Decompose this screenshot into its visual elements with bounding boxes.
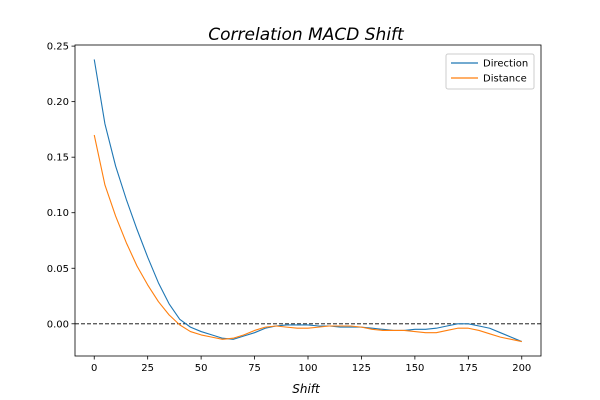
y-tick-label: 0.15 bbox=[47, 153, 69, 164]
x-tick-label: 150 bbox=[405, 363, 424, 374]
legend: Direction Distance bbox=[445, 53, 535, 90]
y-tick-label: 0.20 bbox=[47, 97, 69, 108]
x-tick-label: 75 bbox=[248, 363, 261, 374]
x-tick-label: 200 bbox=[512, 363, 531, 374]
x-tick-label: 0 bbox=[91, 363, 97, 374]
x-tick-label: 50 bbox=[195, 363, 208, 374]
y-tick-label: 0.25 bbox=[47, 42, 69, 53]
legend-label-distance: Distance bbox=[483, 74, 527, 85]
x-axis-label: Shift bbox=[292, 382, 321, 396]
chart-title: Correlation MACD Shift bbox=[208, 25, 405, 45]
x-tick-label: 175 bbox=[459, 363, 478, 374]
legend-label-direction: Direction bbox=[483, 59, 528, 70]
series-line-direction bbox=[93, 59, 522, 343]
x-tick-label: 125 bbox=[352, 363, 371, 374]
plot-area: 0 25 50 75 100 125 150 175 200 0.00 0.05 0.10 0.15 0.… bbox=[47, 42, 542, 374]
x-tick-label: 25 bbox=[141, 363, 154, 374]
x-tick-label: 100 bbox=[298, 363, 317, 374]
y-tick-label: 0.10 bbox=[47, 208, 69, 219]
y-tick-label: 0.05 bbox=[47, 264, 69, 275]
series-line-distance bbox=[93, 134, 522, 343]
y-tick-label: 0.00 bbox=[47, 319, 69, 330]
